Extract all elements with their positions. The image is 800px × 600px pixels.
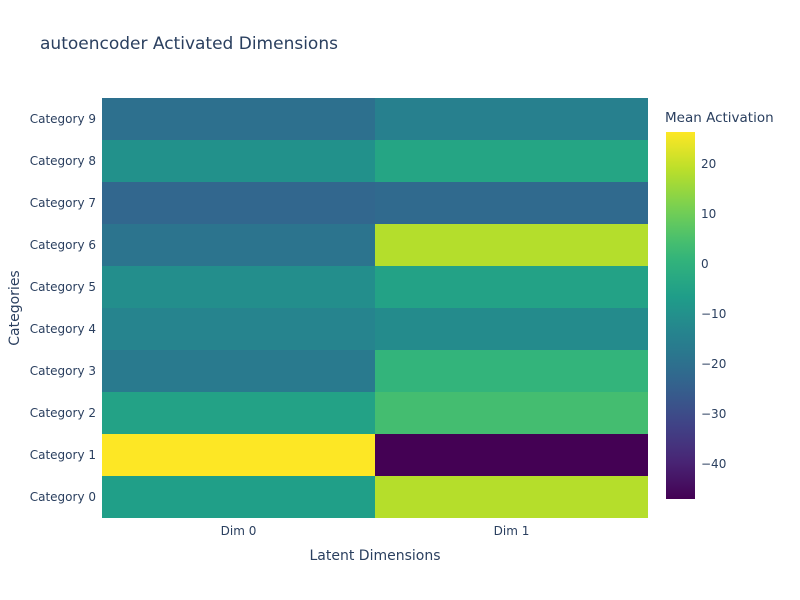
heatmap-cell[interactable] [102,392,375,434]
colorbar-tick-label: −20 [701,356,727,371]
y-axis-tick-label: Category 2 [29,406,96,420]
y-axis-tick-label: Category 7 [29,196,96,210]
heatmap-cell[interactable] [102,476,375,518]
y-axis-tick-label: Category 8 [29,154,96,168]
heatmap-cell[interactable] [375,182,648,224]
heatmap-cell[interactable] [375,308,648,350]
heatmap-cell[interactable] [375,350,648,392]
heatmap-cell[interactable] [375,224,648,266]
colorbar-tick-label: 0 [701,256,709,271]
y-axis-tick-label: Category 5 [29,280,96,294]
y-axis-tick-label: Category 3 [29,364,96,378]
heatmap-cell[interactable] [375,476,648,518]
colorbar-gradient [666,132,695,499]
y-axis-tick-label: Category 0 [29,490,96,504]
x-axis-tick-label: Dim 1 [493,524,530,538]
heatmap-cell[interactable] [375,266,648,308]
heatmap-cell[interactable] [102,182,375,224]
x-axis-title: Latent Dimensions [309,548,441,564]
colorbar-tick-label: −10 [701,306,727,321]
y-axis-tick-label: Category 9 [29,112,96,126]
colorbar-title: Mean Activation [665,110,774,126]
heatmap-cell[interactable] [102,98,375,140]
heatmap-cell[interactable] [375,140,648,182]
colorbar-tick-label: 20 [701,156,717,171]
y-axis-title: Categories [7,270,23,346]
heatmap-cell[interactable] [102,266,375,308]
colorbar-tick-label: −30 [701,406,727,421]
y-axis-tick-label: Category 1 [29,448,96,462]
heatmap-cell[interactable] [102,224,375,266]
heatmap-cell[interactable] [375,392,648,434]
x-axis-tick-label: Dim 0 [220,524,257,538]
colorbar-tick-label: 10 [701,206,717,221]
y-axis-tick-label: Category 6 [29,238,96,252]
y-axis-tick-label: Category 4 [29,322,96,336]
heatmap-cell[interactable] [102,434,375,476]
chart-title: autoencoder Activated Dimensions [40,34,338,54]
heatmap-cell[interactable] [375,434,648,476]
colorbar-tick-label: −40 [701,456,727,471]
heatmap-cell[interactable] [375,98,648,140]
heatmap-cell[interactable] [102,350,375,392]
heatmap-cell[interactable] [102,140,375,182]
heatmap-cell[interactable] [102,308,375,350]
